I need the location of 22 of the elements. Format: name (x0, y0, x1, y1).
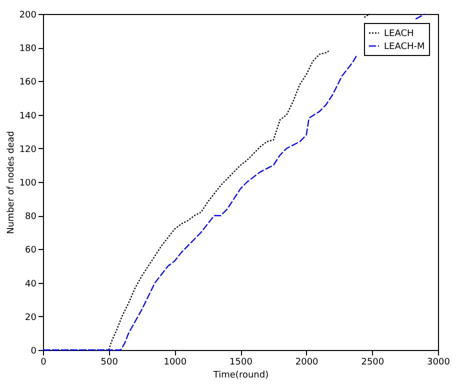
y-tick-label: 120 (19, 144, 37, 155)
y-tick-label: 20 (25, 312, 37, 323)
y-tick-label: 100 (19, 178, 37, 188)
y-tick-label: 180 (19, 44, 37, 54)
y-tick-label: 200 (19, 10, 37, 20)
x-axis-title: Time(round) (212, 370, 269, 380)
x-tick-label: 2000 (295, 358, 319, 368)
legend-label: LEACH-M (384, 42, 425, 52)
x-tick-label: 1000 (164, 358, 187, 368)
y-tick-label: 0 (30, 346, 37, 356)
y-tick-label: 80 (25, 212, 37, 222)
x-tick-label: 2500 (361, 358, 384, 368)
x-tick-label: 3000 (427, 358, 450, 368)
y-tick-label: 140 (19, 111, 37, 122)
y-tick-label: 60 (25, 246, 37, 256)
x-tick-label: 0 (40, 358, 47, 368)
x-tick-label: 500 (100, 358, 118, 368)
legend-label: LEACH (384, 29, 414, 39)
x-tick-label: 1500 (230, 358, 253, 368)
y-tick-label: 40 (25, 279, 37, 290)
y-tick-label: 160 (19, 78, 37, 88)
y-axis-title: Number of nodes dead (6, 130, 16, 234)
